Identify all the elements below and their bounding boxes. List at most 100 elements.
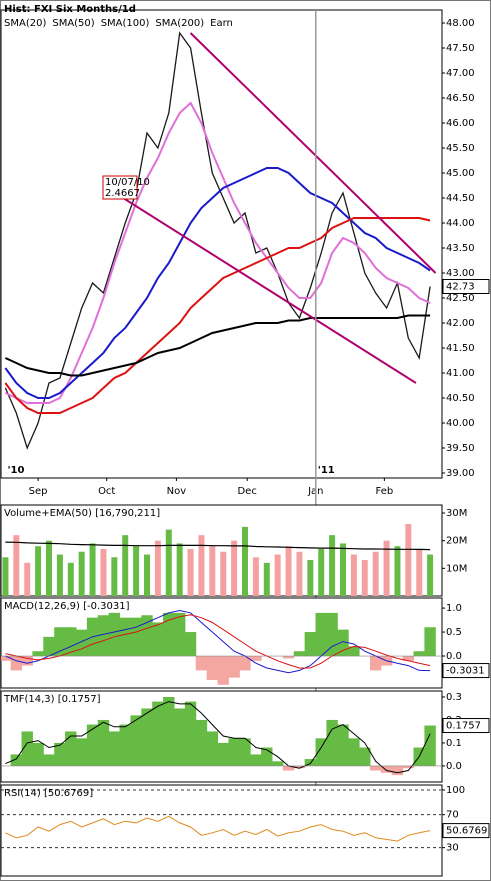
last-value-label: 0.1757 — [446, 721, 481, 732]
plot-area — [1, 789, 441, 849]
volume-bar — [242, 526, 248, 596]
area-slice — [228, 738, 240, 766]
y-tick-label: 41.00 — [446, 368, 475, 379]
area-slice — [173, 708, 186, 766]
legend-entry: SMA(50) — [52, 18, 94, 29]
area-slice — [54, 627, 66, 657]
x-tick-label: Oct — [98, 486, 115, 497]
volume-bar — [427, 554, 434, 596]
volume-bar — [307, 560, 314, 596]
area-slice — [239, 656, 251, 671]
price-line — [5, 701, 431, 774]
area-slice — [21, 731, 33, 766]
area-slice — [163, 696, 175, 766]
y-tick-label: 42.00 — [446, 318, 475, 329]
volume-bar — [329, 535, 336, 596]
y-tick-label: 20M — [446, 536, 467, 547]
area-slice — [1, 656, 12, 661]
area-slice — [54, 742, 66, 766]
plot-area — [4, 31, 437, 450]
area-slice — [424, 725, 436, 766]
y-tick-label: 41.50 — [446, 343, 475, 354]
trendline — [189, 32, 437, 274]
x-tick-label: Feb — [376, 486, 394, 497]
area-slice — [97, 615, 110, 657]
area-slice — [152, 701, 164, 766]
area-slice — [228, 656, 240, 678]
price-line — [5, 541, 431, 551]
y-tick-label: 30M — [446, 508, 467, 519]
year-label: '10 — [7, 465, 24, 476]
x-tick-label: Nov — [167, 486, 187, 497]
area-slice — [141, 615, 153, 657]
area-slice — [326, 612, 338, 657]
y-tick-label: 100 — [446, 785, 465, 796]
legend-entry: Earn — [210, 18, 233, 29]
volume-bar — [154, 540, 161, 596]
area-slice — [337, 724, 349, 766]
area-slice — [206, 656, 219, 680]
y-tick-label: 0.5 — [446, 627, 462, 638]
y-tick-label: 39.00 — [446, 468, 475, 479]
trendline — [102, 184, 417, 384]
plot-area — [2, 524, 434, 596]
volume-bar — [405, 524, 412, 596]
indicator-line — [4, 314, 431, 377]
volume-bar — [394, 546, 401, 596]
area-slice — [108, 731, 121, 766]
volume-bar — [13, 535, 20, 596]
area-slice — [293, 765, 306, 769]
y-tick-label: 47.50 — [446, 43, 475, 54]
y-tick-label: 43.50 — [446, 243, 475, 254]
indicator-line — [4, 101, 431, 404]
volume-bar — [209, 546, 216, 596]
volume-bar — [89, 543, 96, 596]
volume-bar — [340, 543, 346, 596]
y-tick-label: 0.3 — [446, 692, 462, 703]
volume-bar — [24, 562, 31, 596]
volume-bar — [296, 551, 303, 596]
y-tick-label: 46.00 — [446, 118, 475, 129]
area-slice — [293, 651, 306, 657]
area-slice — [10, 754, 23, 766]
area-slice — [130, 617, 142, 657]
area-slice — [348, 646, 360, 657]
area-slice — [282, 656, 295, 659]
area-slice — [250, 754, 262, 766]
y-tick-label: 48.00 — [446, 18, 475, 29]
year-label: '11 — [318, 465, 335, 476]
area-slice — [173, 612, 186, 657]
volume-bar — [78, 551, 85, 596]
volume-bar — [416, 548, 423, 596]
volume-bar — [187, 548, 194, 596]
last-value-box — [442, 823, 490, 839]
y-tick-label: 39.50 — [446, 443, 475, 454]
annotation-text: 2.4667 — [105, 188, 140, 199]
area-slice — [359, 747, 371, 766]
area-slice — [315, 612, 327, 657]
area-slice — [75, 629, 88, 657]
volume-bar — [361, 560, 368, 596]
volume-bar — [67, 562, 74, 596]
area-slice — [141, 708, 153, 766]
last-value-label: -0.3031 — [446, 666, 485, 677]
x-tick-label: Sep — [29, 486, 48, 497]
panel-legend: MACD(12,26,9) [-0.3031] — [4, 601, 130, 612]
area-slice — [43, 636, 55, 657]
plot-area — [1, 609, 441, 685]
volume-bar — [46, 540, 52, 596]
area-slice — [184, 701, 197, 766]
area-slice — [206, 731, 219, 766]
area-slice — [163, 612, 175, 657]
area-slice — [304, 632, 317, 657]
area-slice — [348, 738, 360, 766]
area-slice — [152, 622, 164, 657]
area-slice — [391, 765, 404, 776]
area-slice — [10, 656, 23, 671]
volume-bar — [144, 554, 150, 596]
area-slice — [326, 719, 338, 766]
y-tick-label: 46.50 — [446, 93, 475, 104]
volume-bar — [231, 540, 238, 596]
price-line — [5, 815, 431, 842]
annotation-text: 10/07/10 — [105, 177, 150, 188]
